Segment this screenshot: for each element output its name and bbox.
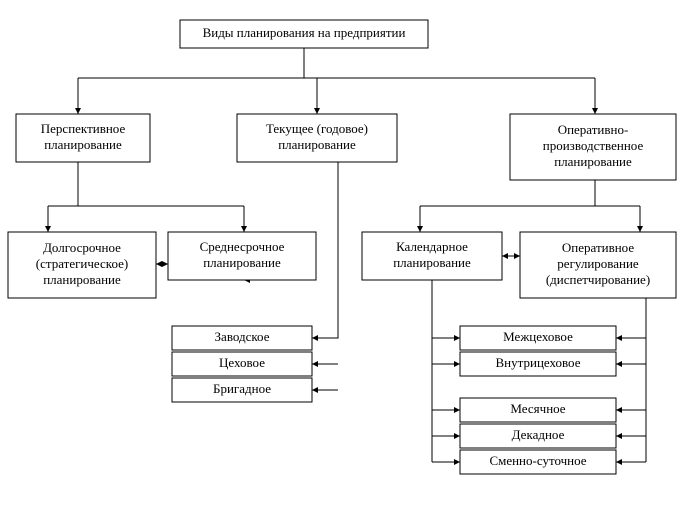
node-dispatch: Оперативноерегулирование(диспетчирование… — [520, 232, 676, 298]
node-label: Сменно-суточное — [489, 453, 586, 468]
node-label: Заводское — [215, 329, 270, 344]
node-label: Оперативное — [562, 240, 634, 255]
node-label: планирование — [44, 137, 122, 152]
node-label: Среднесрочное — [200, 239, 285, 254]
node-label: (диспетчирование) — [546, 272, 650, 287]
node-label: Календарное — [396, 239, 468, 254]
node-label: Декадное — [512, 427, 565, 442]
node-factory: Заводское — [172, 326, 312, 350]
node-shiftdaily: Сменно-суточное — [460, 450, 616, 474]
node-perspective: Перспективноепланирование — [16, 114, 150, 162]
node-root: Виды планирования на предприятии — [180, 20, 428, 48]
node-midterm: Среднесрочноепланирование — [168, 232, 316, 280]
node-brigade: Бригадное — [172, 378, 312, 402]
node-label: планирование — [393, 255, 471, 270]
node-shop: Цеховое — [172, 352, 312, 376]
node-label: Оперативно- — [558, 122, 629, 137]
flowchart-container: Виды планирования на предприятии Перспект… — [0, 0, 693, 506]
node-label: Перспективное — [41, 121, 126, 136]
node-label: Бригадное — [213, 381, 271, 396]
node-label: Месячное — [510, 401, 565, 416]
node-label: Цеховое — [219, 355, 265, 370]
node-label: планирование — [278, 137, 356, 152]
node-decade: Декадное — [460, 424, 616, 448]
node-label: планирование — [203, 255, 281, 270]
node-annual: Текущее (годовое)планирование — [237, 114, 397, 162]
node-label: Межцеховое — [503, 329, 573, 344]
node-intershop: Межцеховое — [460, 326, 616, 350]
node-label: планирование — [554, 154, 632, 169]
node-label: (стратегическое) — [36, 256, 128, 271]
node-calendar: Календарноепланирование — [362, 232, 502, 280]
node-monthly: Месячное — [460, 398, 616, 422]
node-operprod: Оперативно-производственноепланирование — [510, 114, 676, 180]
node-label: Текущее (годовое) — [266, 121, 368, 136]
node-label: Виды планирования на предприятии — [203, 25, 406, 40]
flowchart-svg: Виды планирования на предприятии Перспект… — [0, 0, 693, 506]
node-label: планирование — [43, 272, 121, 287]
node-label: производственное — [543, 138, 644, 153]
node-intrashop: Внутрицеховое — [460, 352, 616, 376]
node-label: Долгосрочное — [43, 240, 121, 255]
node-label: Внутрицеховое — [496, 355, 581, 370]
node-longterm: Долгосрочное(стратегическое)планирование — [8, 232, 156, 298]
node-label: регулирование — [557, 256, 639, 271]
